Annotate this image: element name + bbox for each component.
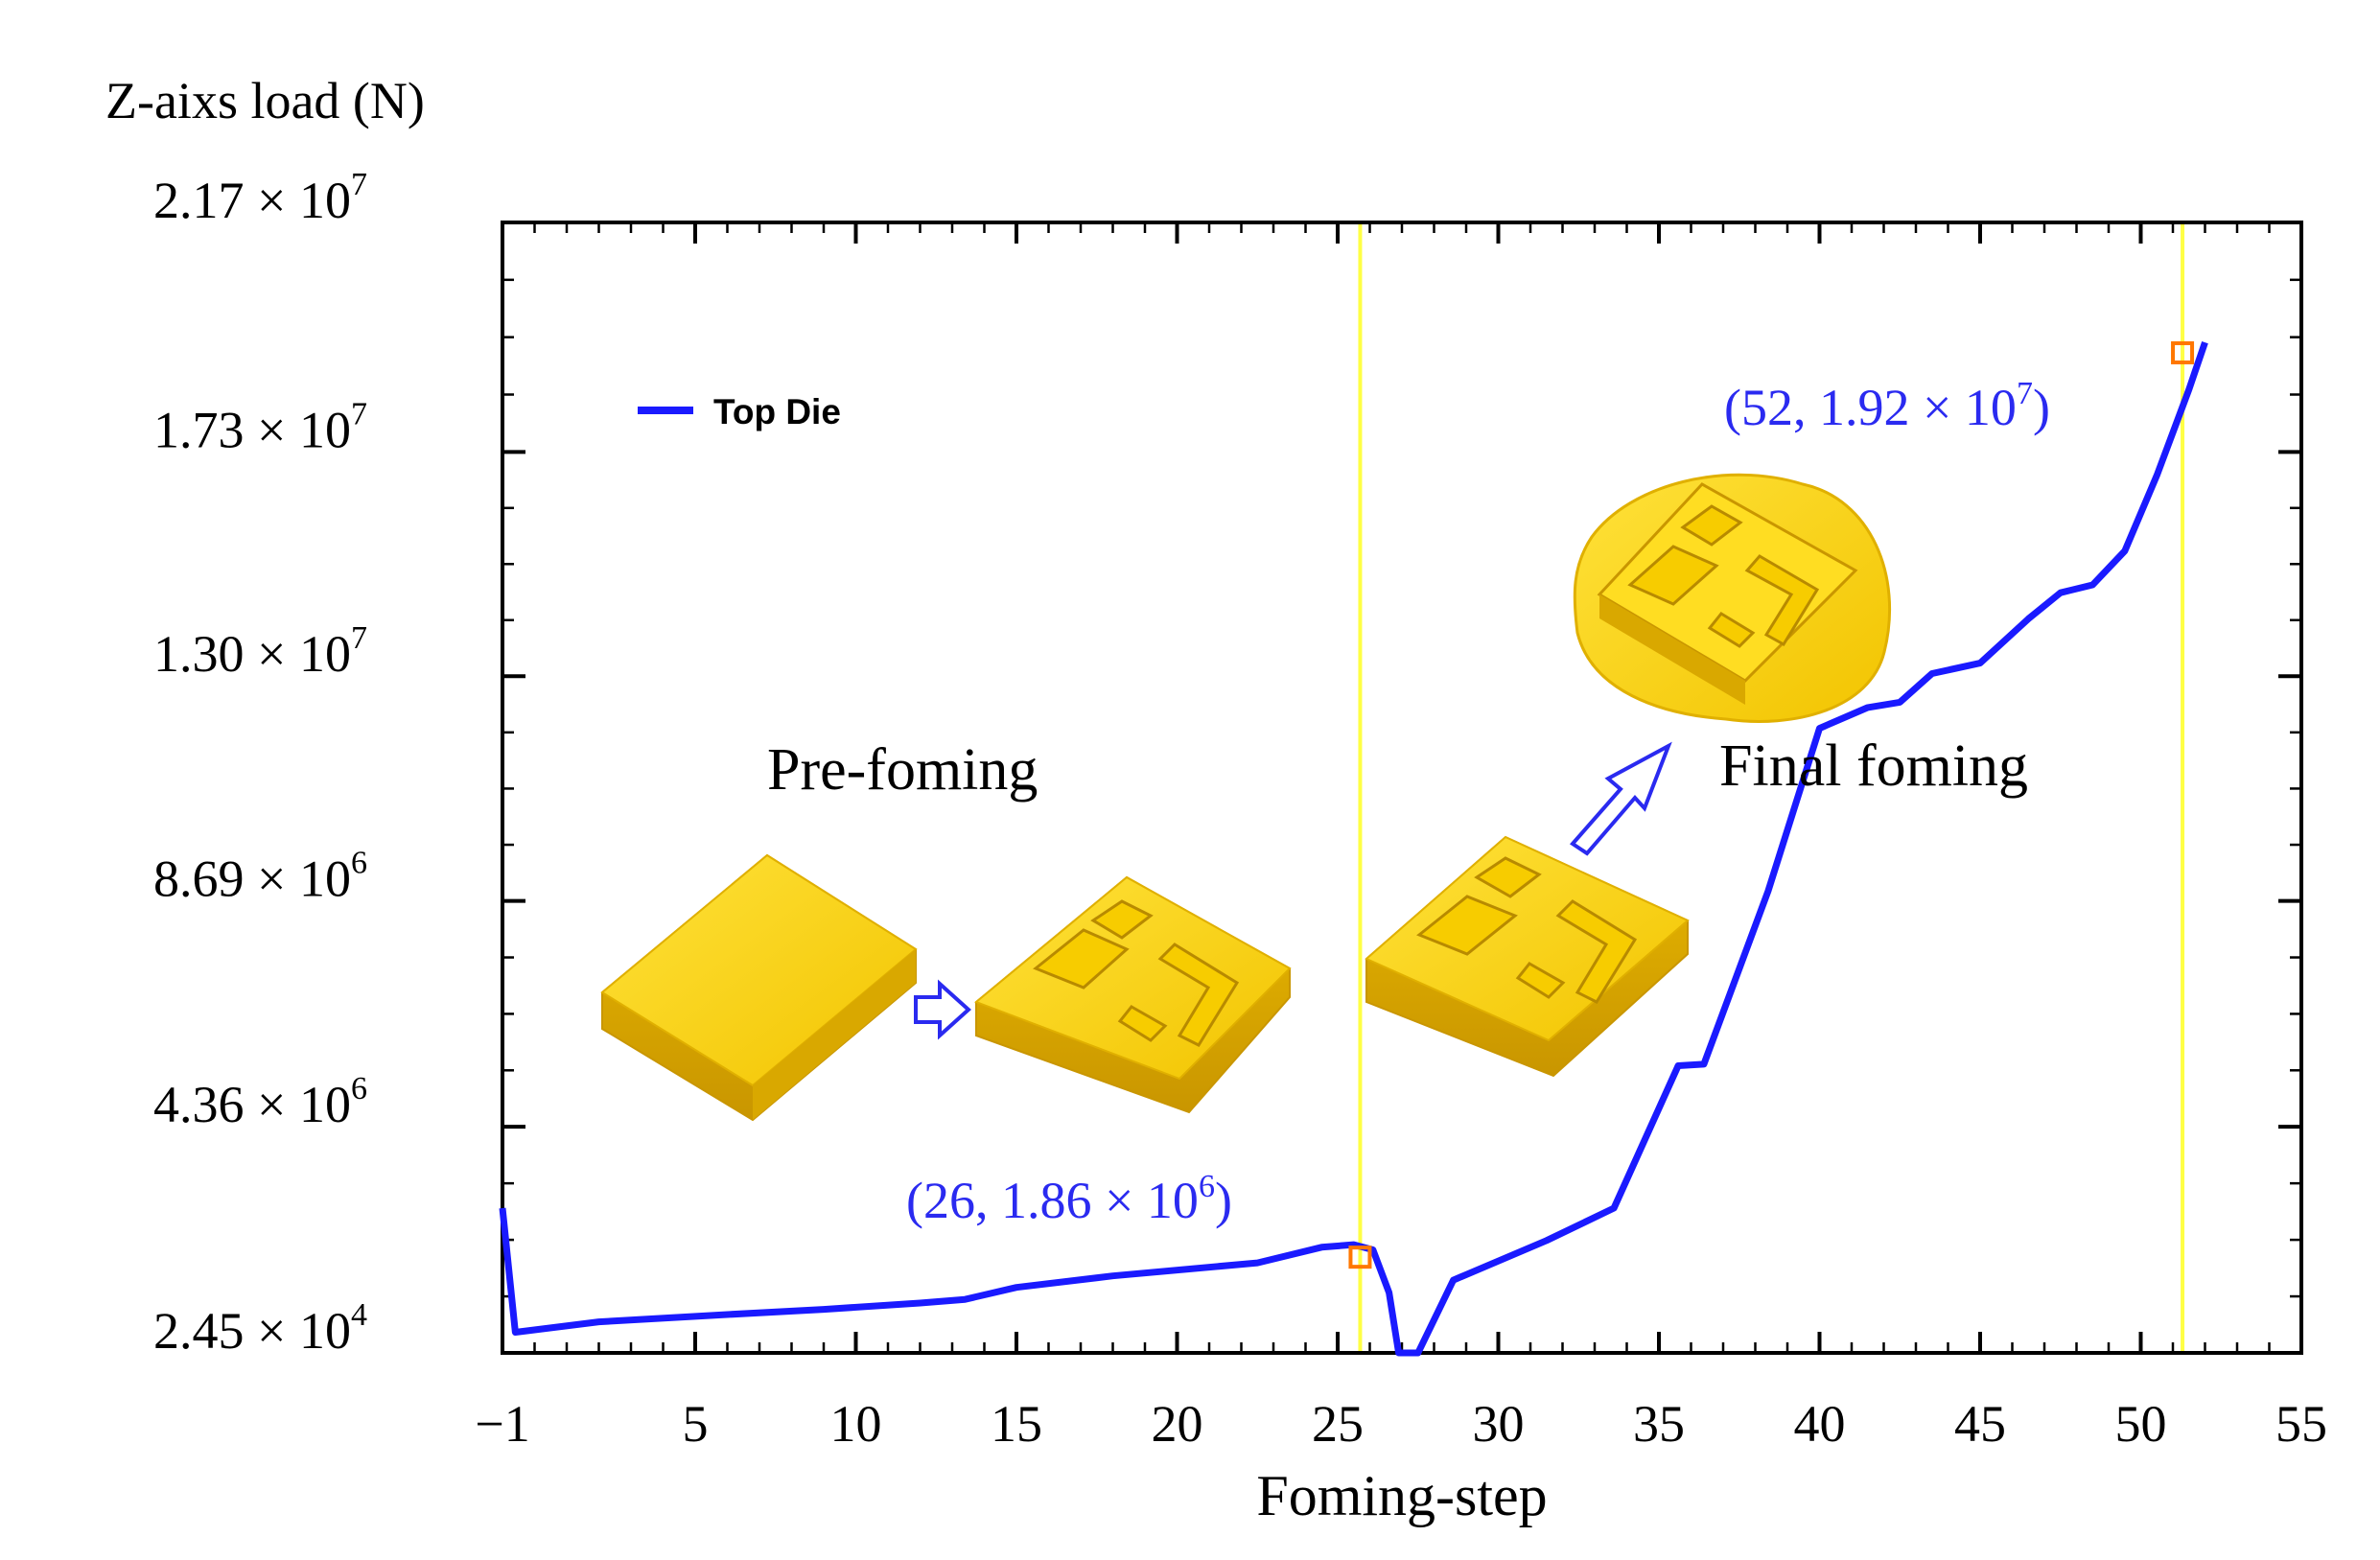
y-tick-label-exponent: 6 (351, 846, 367, 881)
y-tick-labels: 2.45 × 104 4.36 × 106 8.69 × 106 1.30 × 107… (153, 167, 367, 1360)
annotation-point-52-exponent: 7 (2017, 376, 2033, 411)
y-tick-label: 8.69 × 106 (153, 846, 367, 908)
annotation-point-26: (26, 1.86 × 106) (906, 1169, 1232, 1229)
y-tick-label: 2.17 × 107 (153, 167, 367, 229)
pre-formed-part-illustration (1365, 835, 1690, 1078)
x-tick-label: 50 (2115, 1395, 2167, 1453)
markers-group (1348, 340, 2195, 1269)
y-tick-label-exponent: 4 (351, 1297, 367, 1333)
x-tick-labels: −1 5 10 15 20 25 30 35 40 45 50 55 (475, 1395, 2327, 1453)
annotation-point-26-tail: ) (1215, 1172, 1232, 1229)
marker-square (2171, 340, 2195, 364)
y-tick-label-exponent: 7 (351, 620, 367, 656)
initial-billet-illustration (600, 853, 918, 1122)
y-tick-label: 2.45 × 104 (153, 1297, 367, 1360)
y-axis-title: Z-aixs load (N) (105, 72, 425, 129)
y-tick-label: 4.36 × 106 (153, 1071, 367, 1133)
x-ticks (501, 222, 2303, 1353)
x-tick-label: 45 (1954, 1395, 2006, 1453)
series-group (499, 340, 2208, 1357)
series-line-top-die (499, 340, 2208, 1357)
legend: Top Die (638, 392, 841, 431)
arrow-right-icon (914, 979, 971, 1040)
x-tick-label: 10 (830, 1395, 882, 1453)
annotation-point-52-tail: ) (2033, 379, 2050, 436)
legend-label-top-die: Top Die (713, 392, 841, 431)
arrow-up-right-icon (1569, 741, 1672, 856)
x-tick-label: 35 (1633, 1395, 1685, 1453)
marker-square (1348, 1246, 1372, 1269)
x-tick-label: 25 (1312, 1395, 1364, 1453)
x-tick-label: 55 (2275, 1395, 2327, 1453)
y-tick-label: 1.30 × 107 (153, 620, 367, 683)
pre-formed-part-illustration (974, 875, 1292, 1114)
annotation-point-26-exponent: 6 (1199, 1169, 1215, 1204)
y-tick-label-exponent: 6 (351, 1071, 367, 1106)
x-tick-label: 30 (1473, 1395, 1525, 1453)
y-tick-label-exponent: 7 (351, 396, 367, 431)
x-tick-label: 20 (1152, 1395, 1203, 1453)
final-formed-part-illustration (1573, 473, 1892, 723)
x-tick-label: 40 (1794, 1395, 1846, 1453)
x-axis-title: Foming-step (1256, 1464, 1547, 1527)
x-tick-label: −1 (475, 1395, 529, 1453)
x-tick-label: 5 (683, 1395, 709, 1453)
label-pre-foming: Pre-foming (767, 737, 1038, 803)
annotation-point-52: (52, 1.92 × 107) (1724, 376, 2050, 436)
y-tick-label: 1.73 × 107 (153, 396, 367, 458)
y-tick-label-exponent: 7 (351, 167, 367, 202)
label-final-foming: Final foming (1719, 733, 2028, 799)
x-tick-label: 15 (991, 1395, 1042, 1453)
